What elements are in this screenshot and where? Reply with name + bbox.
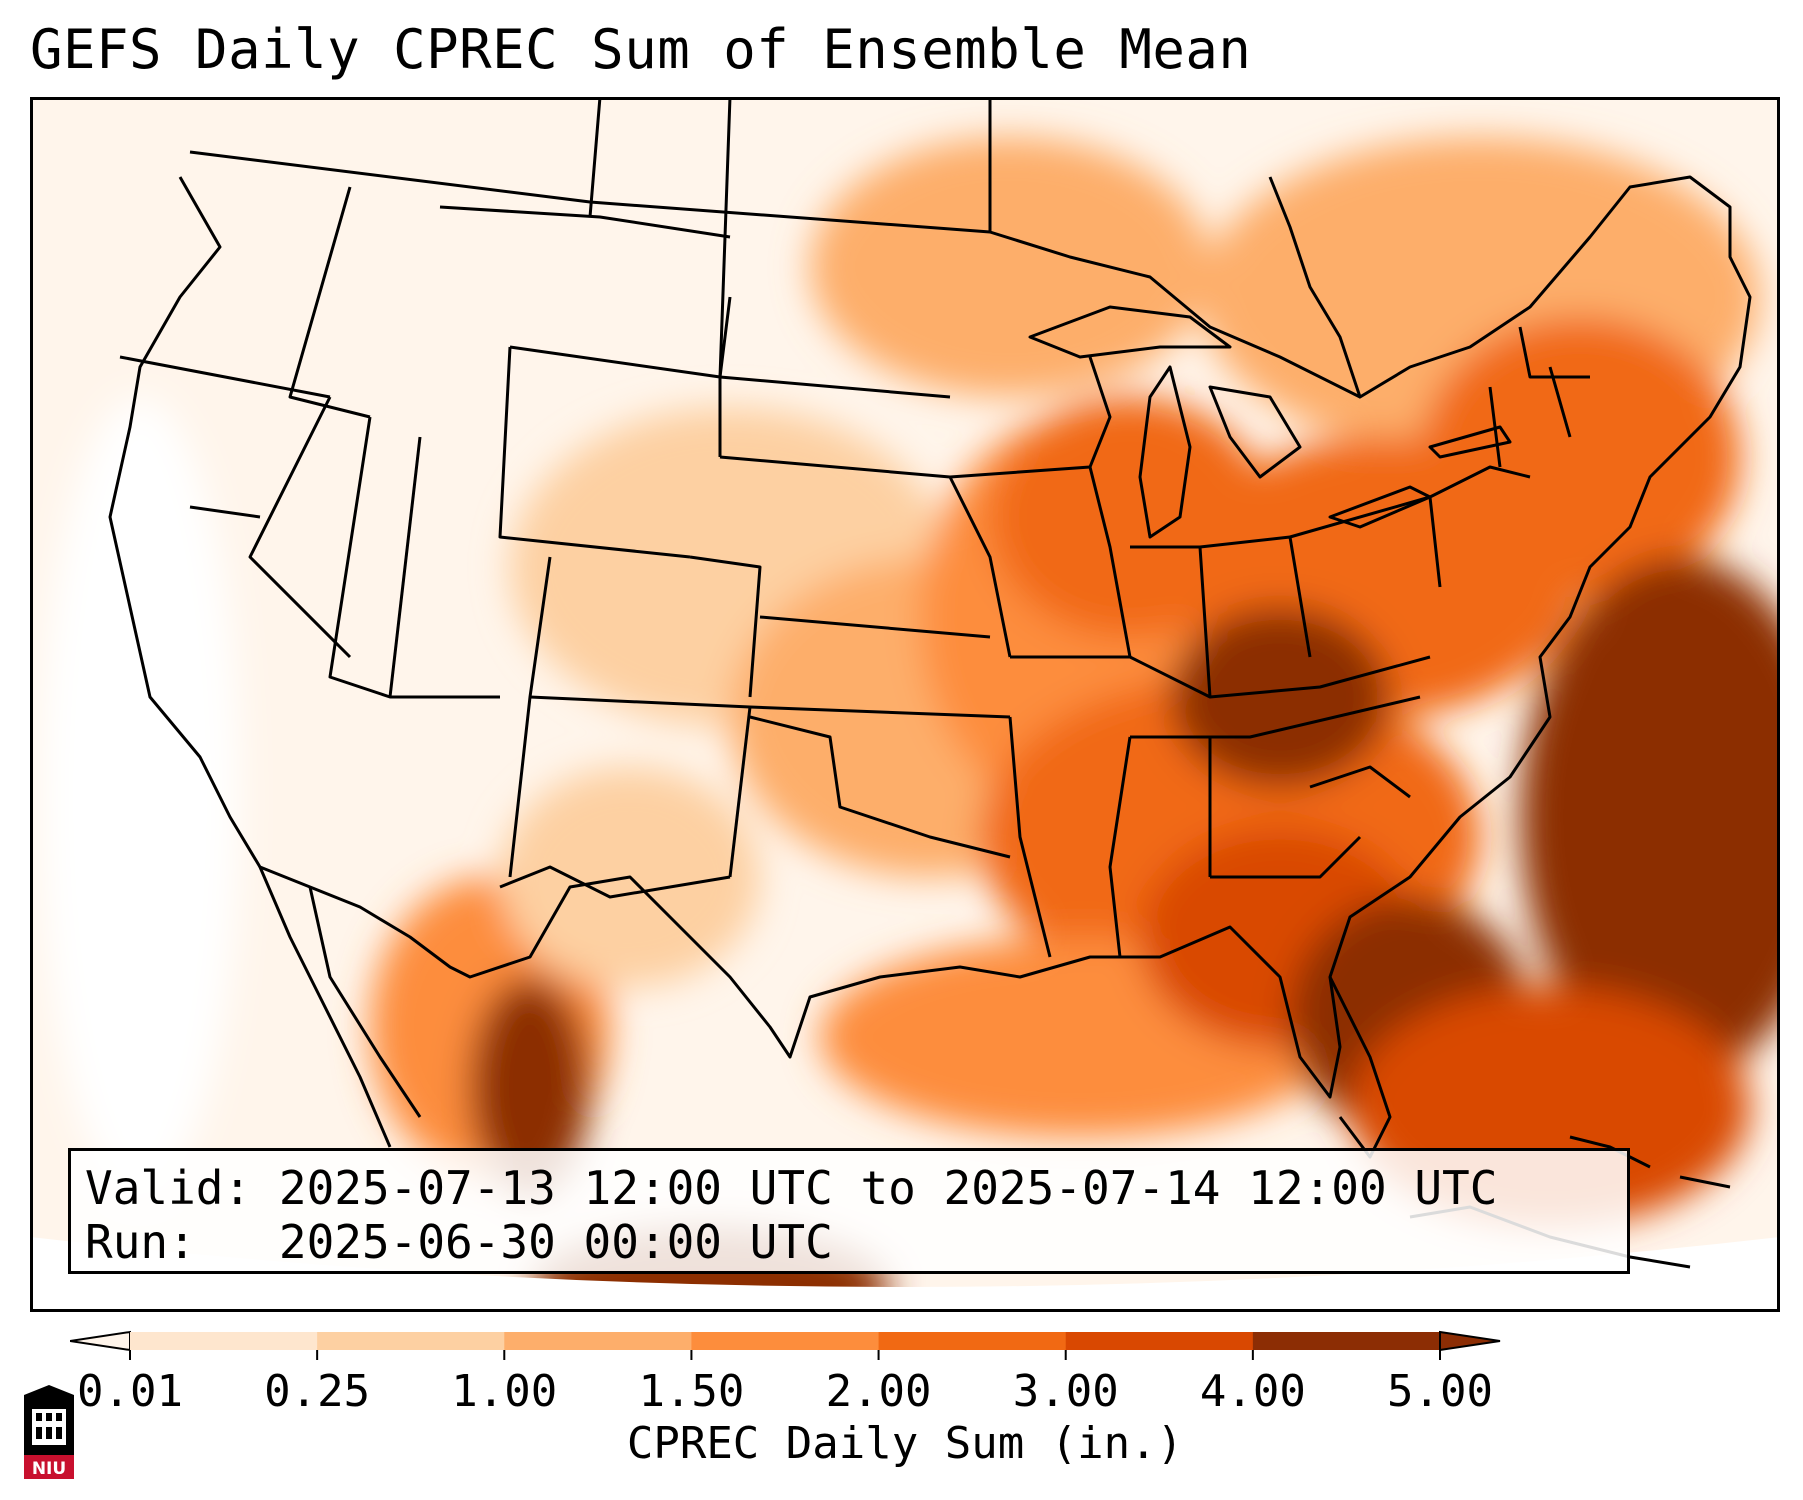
- projection-edge: [30, 1237, 1780, 1312]
- colorbar-extend-max: [1439, 1330, 1501, 1352]
- valid-label: Valid:: [85, 1161, 252, 1215]
- colorbar-swatch: [1252, 1332, 1441, 1350]
- precipitation-map: [30, 97, 1780, 1312]
- lake-erie: [1328, 485, 1432, 529]
- colorbar-tick-label: 4.00: [1200, 1366, 1306, 1417]
- map-title: GEFS Daily CPREC Sum of Ensemble Mean: [30, 18, 1252, 81]
- colorbar-tick-label: 1.00: [451, 1366, 557, 1417]
- colorbar-tick-label: 2.00: [826, 1366, 932, 1417]
- canada-border: [189, 150, 1361, 399]
- colorbar-tick-label: 3.00: [1013, 1366, 1119, 1417]
- colorbar-swatches: [70, 1330, 1501, 1352]
- colorbar-tick-label: 1.50: [638, 1366, 744, 1417]
- colorbar-swatch: [130, 1332, 318, 1350]
- lake-ontario: [1428, 425, 1512, 459]
- run-time: 2025-06-30 00:00 UTC: [278, 1215, 833, 1269]
- colorbar-tick-label: 0.01: [77, 1366, 183, 1417]
- niu-logo-text: NIU: [32, 1459, 66, 1479]
- colorbar-swatch: [878, 1332, 1067, 1350]
- valid-run-info-box: Valid: 2025-07-13 12:00 UTC to 2025-07-1…: [68, 1148, 1630, 1274]
- lake-michigan: [1138, 365, 1192, 539]
- niu-logo: NIU: [20, 1385, 78, 1481]
- lake-superior: [1028, 305, 1232, 359]
- colorbar-swatch: [1065, 1332, 1254, 1350]
- colorbar-swatch: [691, 1332, 880, 1350]
- colorbar-ticks: 0.01 0.25 1.00 1.50 2.00 3.00 4.00 5.00: [77, 1350, 1493, 1417]
- colorbar-tick-label: 5.00: [1387, 1366, 1493, 1417]
- colorbar-swatch: [317, 1332, 505, 1350]
- state-borders: [108, 97, 1752, 1269]
- run-label: Run:: [85, 1215, 196, 1269]
- colorbar: 0.01 0.25 1.00 1.50 2.00 3.00 4.00 5.00 CPREC D…: [70, 1310, 1740, 1470]
- valid-time-range: 2025-07-13 12:00 UTC to 2025-07-14 12:00…: [278, 1161, 1498, 1215]
- lake-huron: [1208, 385, 1302, 479]
- colorbar-swatch: [504, 1332, 692, 1350]
- colorbar-tick-label: 0.25: [264, 1366, 370, 1417]
- map-frame-border: [30, 97, 1780, 1312]
- colorbar-label: CPREC Daily Sum (in.): [627, 1418, 1183, 1469]
- colorbar-extend-min: [70, 1330, 131, 1352]
